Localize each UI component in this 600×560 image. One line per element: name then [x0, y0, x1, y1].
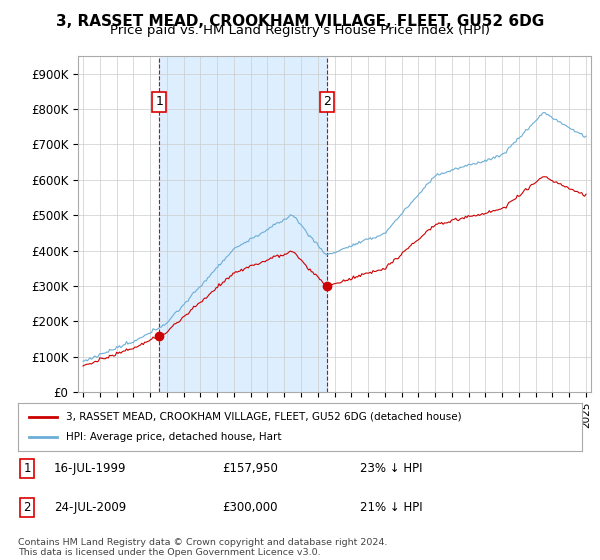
- Text: 16-JUL-1999: 16-JUL-1999: [54, 462, 127, 475]
- Text: 2: 2: [323, 95, 331, 109]
- Text: 24-JUL-2009: 24-JUL-2009: [54, 501, 126, 515]
- Text: 3, RASSET MEAD, CROOKHAM VILLAGE, FLEET, GU52 6DG (detached house): 3, RASSET MEAD, CROOKHAM VILLAGE, FLEET,…: [66, 412, 461, 422]
- Text: 1: 1: [155, 95, 163, 109]
- Text: £300,000: £300,000: [222, 501, 277, 515]
- Text: 3, RASSET MEAD, CROOKHAM VILLAGE, FLEET, GU52 6DG: 3, RASSET MEAD, CROOKHAM VILLAGE, FLEET,…: [56, 14, 544, 29]
- Text: 21% ↓ HPI: 21% ↓ HPI: [360, 501, 422, 515]
- Text: Contains HM Land Registry data © Crown copyright and database right 2024.
This d: Contains HM Land Registry data © Crown c…: [18, 538, 388, 557]
- Text: 2: 2: [23, 501, 31, 515]
- Text: Price paid vs. HM Land Registry's House Price Index (HPI): Price paid vs. HM Land Registry's House …: [110, 24, 490, 37]
- Text: 23% ↓ HPI: 23% ↓ HPI: [360, 462, 422, 475]
- Text: £157,950: £157,950: [222, 462, 278, 475]
- Text: HPI: Average price, detached house, Hart: HPI: Average price, detached house, Hart: [66, 432, 281, 442]
- Bar: [159, 56, 327, 392]
- Text: 1: 1: [23, 462, 31, 475]
